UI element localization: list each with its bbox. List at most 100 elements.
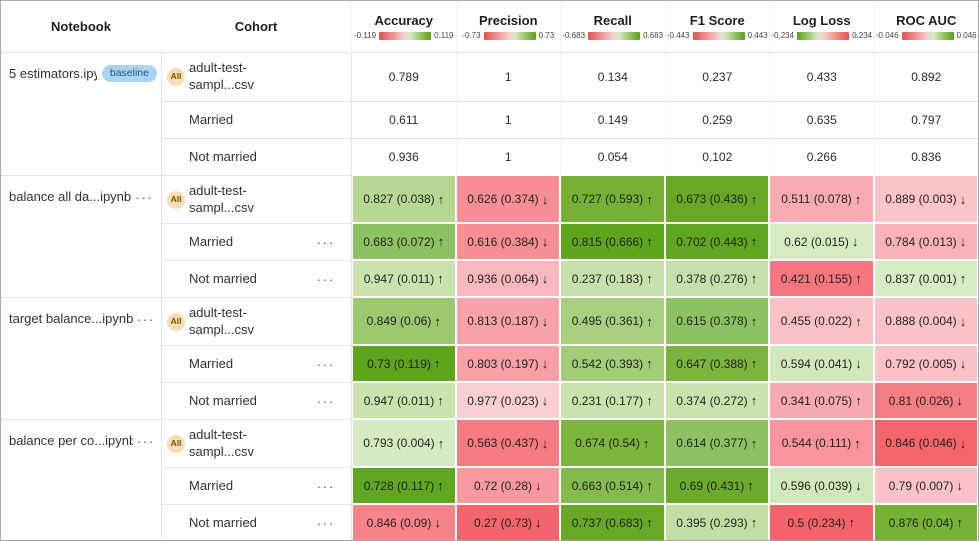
metric-cell-recall: 0.663 (0.514) ↑ bbox=[560, 467, 665, 504]
heatmap-value: 0.837 (0.001) ↑ bbox=[874, 261, 977, 296]
cohort-cell: Not married ··· bbox=[161, 382, 351, 419]
heatmap-value: 0.737 (0.683) ↑ bbox=[561, 505, 664, 540]
metric-cell-f1-score: 0.102 bbox=[664, 138, 769, 175]
metric-value: 0.237 (0.183) bbox=[571, 271, 644, 286]
cohort-name: Not married bbox=[189, 514, 257, 530]
cohort-cell: Not married ··· bbox=[161, 504, 351, 540]
heatmap-value: 0.544 (0.111) ↑ bbox=[770, 420, 873, 466]
metric-cell-log-loss: 0.5 (0.234) ↑ bbox=[769, 504, 874, 540]
heatmap-value: 0.511 (0.078) ↑ bbox=[770, 176, 873, 222]
metric-cell-log-loss: 0.544 (0.111) ↑ bbox=[769, 419, 874, 467]
metric-cell-log-loss: 0.635 bbox=[769, 101, 874, 138]
metric-cell-recall: 0.134 bbox=[560, 53, 665, 101]
up-arrow-icon: ↑ bbox=[750, 356, 758, 371]
cohort-cell: All adult-test-sampl...csv bbox=[161, 419, 351, 467]
notebook-more-options-button[interactable]: ··· bbox=[133, 190, 156, 204]
cohort-more-options-button[interactable]: ··· bbox=[309, 272, 344, 286]
metric-value: 0.614 (0.377) bbox=[676, 436, 748, 450]
notebook-more-options-button[interactable]: ··· bbox=[135, 312, 158, 326]
metric-value: 0.69 (0.431) bbox=[679, 478, 745, 493]
scale-max-label: 0.73 bbox=[538, 31, 555, 40]
heatmap-value: 0.614 (0.377) ↑ bbox=[665, 420, 768, 466]
column-header-label: Precision bbox=[478, 13, 538, 28]
metric-value: 0.495 (0.361) bbox=[571, 314, 644, 328]
up-arrow-icon: ↑ bbox=[855, 271, 862, 286]
metric-cell-accuracy: 0.827 (0.038) ↑ bbox=[351, 175, 456, 223]
cohort-cell: Married bbox=[161, 101, 351, 138]
metric-cell-roc-auc: 0.81 (0.026) ↓ bbox=[874, 382, 979, 419]
column-header-precision: Precision -0.73 0.73 bbox=[455, 1, 560, 53]
cohort-more-options-button[interactable]: ··· bbox=[309, 516, 344, 530]
heatmap-value: 0.81 (0.026) ↓ bbox=[874, 383, 977, 418]
metric-value: 0.563 (0.437) bbox=[467, 436, 539, 450]
heatmap-value: 0.827 (0.038) ↑ bbox=[353, 176, 455, 222]
scale-max-label: 0.443 bbox=[747, 31, 768, 40]
heatmap-value: 0.947 (0.011) ↑ bbox=[353, 383, 455, 418]
up-arrow-icon: ↑ bbox=[437, 271, 444, 286]
metric-value: 0.977 (0.023) bbox=[467, 393, 539, 408]
metric-cell-log-loss: 0.421 (0.155) ↑ bbox=[769, 260, 874, 297]
metric-cell-f1-score: 0.237 bbox=[664, 53, 770, 101]
metric-value: 0.827 (0.038) bbox=[363, 192, 435, 206]
up-arrow-icon: ↑ bbox=[646, 313, 653, 329]
column-header-roc-auc: ROC AUC -0.046 0.046 bbox=[873, 1, 978, 53]
cohort-cell: All adult-test-sampl...csv bbox=[161, 297, 351, 345]
cohort-more-options-button[interactable]: ··· bbox=[309, 235, 344, 249]
metric-cell-roc-auc: 0.797 bbox=[873, 101, 978, 138]
notebook-more-options-button[interactable]: ··· bbox=[135, 434, 158, 448]
heatmap-value: 0.815 (0.666) ↑ bbox=[561, 224, 664, 259]
metric-cell-precision: 0.936 (0.064) ↓ bbox=[456, 260, 561, 297]
metric-value: 0.421 (0.155) bbox=[780, 271, 853, 286]
metric-cell-log-loss: 0.455 (0.022) ↑ bbox=[769, 297, 874, 345]
scale-min-label: -0.73 bbox=[462, 31, 481, 40]
up-arrow-icon: ↑ bbox=[646, 515, 653, 530]
metric-cell-log-loss: 0.433 bbox=[769, 53, 874, 101]
up-arrow-icon: ↑ bbox=[750, 271, 758, 286]
metric-value: 0.846 (0.09) bbox=[366, 515, 432, 530]
metric-cell-roc-auc: 0.892 bbox=[873, 53, 979, 101]
metric-value: 0.102 bbox=[702, 150, 733, 164]
metric-value: 0.663 (0.514) bbox=[571, 478, 644, 493]
metric-value: 0.815 (0.666) bbox=[571, 234, 644, 249]
up-arrow-icon: ↑ bbox=[750, 234, 758, 249]
all-cohort-badge: All bbox=[167, 68, 185, 86]
column-header-label: Cohort bbox=[234, 19, 278, 34]
metric-value: 0.341 (0.075) bbox=[780, 393, 853, 408]
cohort-more-options-button[interactable]: ··· bbox=[309, 357, 344, 371]
heatmap-value: 0.792 (0.005) ↓ bbox=[874, 346, 977, 381]
scale-min-label: -0.234 bbox=[771, 31, 795, 40]
metric-value: 0.793 (0.004) bbox=[363, 436, 435, 450]
heatmap-value: 0.947 (0.011) ↑ bbox=[353, 261, 455, 296]
metric-value: 0.73 (0.119) bbox=[367, 356, 431, 371]
heatmap-value: 0.803 (0.197) ↓ bbox=[456, 346, 559, 381]
metric-cell-recall: 0.495 (0.361) ↑ bbox=[560, 297, 665, 345]
metric-cell-roc-auc: 0.836 bbox=[873, 138, 978, 175]
metric-value: 0.79 (0.007) bbox=[888, 478, 954, 493]
metric-cell-f1-score: 0.378 (0.276) ↑ bbox=[665, 260, 770, 297]
heatmap-value: 0.542 (0.393) ↑ bbox=[561, 346, 664, 381]
metric-cell-accuracy: 0.73 (0.119) ↑ bbox=[351, 345, 456, 382]
metric-cell-precision: 0.977 (0.023) ↓ bbox=[456, 382, 561, 419]
metric-value: 0.433 bbox=[806, 70, 837, 84]
heatmap-value: 0.626 (0.374) ↓ bbox=[456, 176, 559, 222]
cohort-more-options-button[interactable]: ··· bbox=[309, 394, 344, 408]
scale-min-label: -0.443 bbox=[666, 31, 690, 40]
cohort-name: Married bbox=[189, 355, 234, 371]
metric-value: 0.683 (0.072) bbox=[363, 234, 435, 249]
heatmap-value: 0.727 (0.593) ↑ bbox=[561, 176, 664, 222]
cohort-more-options-button[interactable]: ··· bbox=[309, 479, 344, 493]
metric-value: 0.846 (0.046) bbox=[885, 436, 957, 450]
metric-cell-f1-score: 0.614 (0.377) ↑ bbox=[665, 419, 770, 467]
heatmap-value: 0.663 (0.514) ↑ bbox=[561, 468, 664, 503]
scale-max-label: 0.683 bbox=[643, 31, 664, 40]
heatmap-value: 0.702 (0.443) ↑ bbox=[665, 224, 768, 259]
red-green-gradient-bar bbox=[588, 31, 641, 40]
up-arrow-icon: ↑ bbox=[956, 515, 963, 530]
all-cohort-badge: All bbox=[167, 312, 185, 331]
heatmap-value: 0.977 (0.023) ↓ bbox=[456, 383, 559, 418]
metric-value: 0.892 bbox=[911, 70, 942, 84]
heatmap-value: 0.455 (0.022) ↑ bbox=[770, 298, 873, 344]
heatmap-value: 0.73 (0.119) ↑ bbox=[353, 346, 455, 381]
metric-cell-precision: 1 bbox=[455, 101, 560, 138]
column-header-f1-score: F1 Score -0.443 0.443 bbox=[664, 1, 769, 53]
